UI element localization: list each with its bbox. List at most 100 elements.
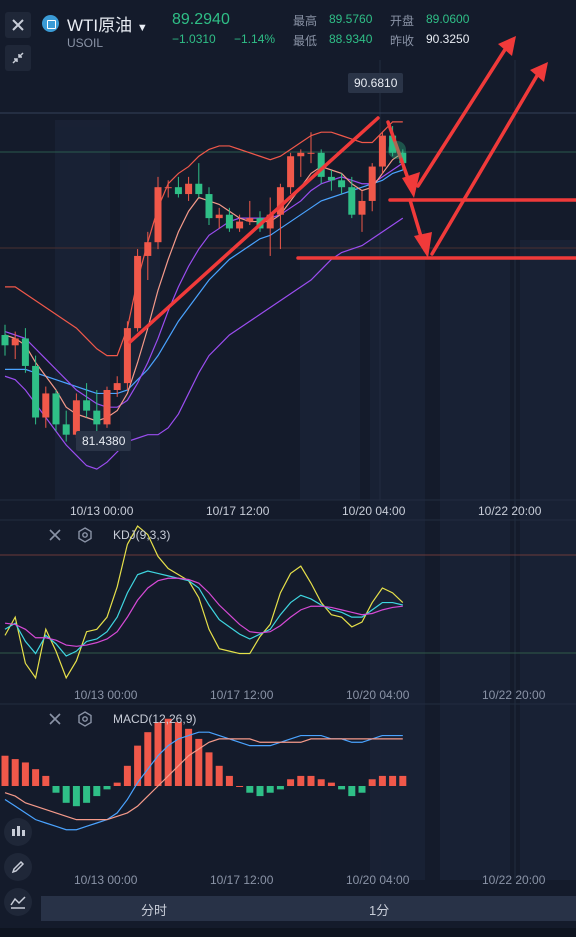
annotation-arrows (128, 36, 576, 344)
ma-mid-line (4, 162, 404, 408)
macd-histogram-bar (287, 779, 295, 786)
candle-body (276, 187, 284, 215)
candle-body (144, 242, 152, 256)
drop-arrow-2-head (414, 232, 432, 258)
macd-histogram-bar (297, 775, 305, 786)
kdj-settings-icon[interactable] (77, 527, 93, 543)
candle-body (225, 214, 233, 229)
macd-histogram-bar (154, 722, 162, 786)
macd-settings-icon[interactable] (77, 711, 93, 727)
candle-body (317, 152, 325, 177)
close-icon (12, 19, 24, 31)
macd-histogram-bar (327, 782, 335, 786)
candle-body (21, 338, 29, 366)
x-tick-kdj-2: 10/17 12:00 (210, 688, 274, 702)
macd-histogram-bar (215, 765, 223, 786)
candle-body (215, 214, 223, 219)
x-tick-main-1: 10/13 00:00 (70, 504, 134, 518)
close-button[interactable] (5, 12, 31, 38)
candle-body (287, 156, 295, 188)
tab-timeshare[interactable]: 分时 (141, 903, 168, 918)
candle-body (134, 255, 142, 329)
last-price: 89.2940 (172, 11, 230, 28)
candle-body (83, 400, 91, 411)
candle-body (11, 338, 19, 346)
x-tick-main-2: 10/17 12:00 (206, 504, 270, 518)
macd-histogram-bar (276, 786, 284, 790)
macd-histogram-bar (42, 775, 50, 786)
draw-tool-button[interactable] (4, 853, 32, 881)
collapse-button[interactable] (5, 45, 31, 71)
macd-histogram-bar (317, 779, 325, 786)
grid-lines (0, 60, 576, 880)
candle-body (62, 424, 70, 435)
prev-close-label: 昨收 (390, 34, 415, 48)
last-price-glow (388, 141, 406, 159)
max-price-tag: 90.6810 (348, 73, 404, 93)
candle-body (93, 410, 101, 425)
trend-arrow-up (128, 116, 380, 344)
candle-body (1, 335, 9, 346)
candle-type-button[interactable] (4, 818, 32, 846)
candle-body (123, 328, 131, 384)
line-chart-icon (10, 896, 26, 909)
candle-body (113, 383, 121, 390)
indicator-button[interactable] (4, 888, 32, 916)
macd-histogram-bar (236, 786, 244, 787)
candle-body (246, 218, 254, 222)
price-chart[interactable] (0, 0, 576, 895)
min-price-tag: 81.4380 (76, 431, 132, 451)
open-label: 开盘 (390, 14, 415, 28)
prev-close-value: 90.3250 (426, 32, 470, 46)
rebound-arrow-1-head (498, 36, 516, 56)
x-tick-main-4: 10/22 20:00 (478, 504, 542, 518)
macd-histogram-bar (93, 786, 101, 797)
macd-histogram-bar (338, 786, 346, 790)
macd-histogram-bar (266, 786, 274, 793)
candle-body (164, 187, 172, 189)
macd-label: MACD(12,26,9) (113, 712, 197, 726)
candle-body (307, 152, 315, 154)
macd-histogram-bar (195, 738, 203, 786)
macd-close-icon[interactable] (48, 712, 62, 726)
candle-body (174, 187, 182, 195)
high-label: 最高 (293, 14, 318, 28)
candle-body (358, 200, 366, 215)
candle-body (103, 390, 111, 425)
macd-histogram-bar (21, 762, 29, 786)
macd-histogram-bar (103, 786, 111, 790)
macd-histogram-bar (72, 786, 80, 807)
kdj-j-line (4, 525, 404, 680)
instrument-title[interactable]: WTI原油 ▼ (67, 16, 148, 35)
candle-body (378, 135, 386, 167)
candle-body (42, 393, 50, 418)
macd-histogram-bar (62, 786, 70, 803)
kdj-k-line (4, 570, 403, 657)
macd-histogram-bar (83, 786, 91, 803)
rebound-arrow-2 (430, 72, 540, 256)
timeframe-bar (41, 896, 576, 921)
high-value: 89.5760 (329, 12, 373, 26)
low-label: 最低 (293, 34, 318, 48)
candle-body (32, 365, 40, 418)
kdj-label: KDJ(9,3,3) (113, 528, 171, 542)
macd-histogram-bar (205, 752, 213, 786)
instrument-logo-icon (42, 15, 59, 32)
macd-histogram-bar (358, 786, 366, 793)
macd-histogram-bar (368, 779, 376, 786)
candle-body (338, 180, 346, 188)
macd-histogram-bar (378, 775, 386, 786)
open-value: 89.0600 (426, 12, 470, 26)
macd-histogram-bar (52, 786, 60, 793)
pencil-icon (11, 860, 25, 874)
candle-body (266, 214, 274, 229)
macd-histogram-bar (144, 732, 152, 786)
tab-1min[interactable]: 1分 (369, 903, 390, 918)
candle-body (154, 187, 162, 243)
macd-dif-line (4, 731, 403, 831)
candle-body (72, 400, 80, 435)
kdj-close-icon[interactable] (48, 528, 62, 542)
kdj-d-line (4, 577, 403, 647)
candle-body (399, 152, 407, 164)
boll-upper-line (5, 121, 403, 357)
